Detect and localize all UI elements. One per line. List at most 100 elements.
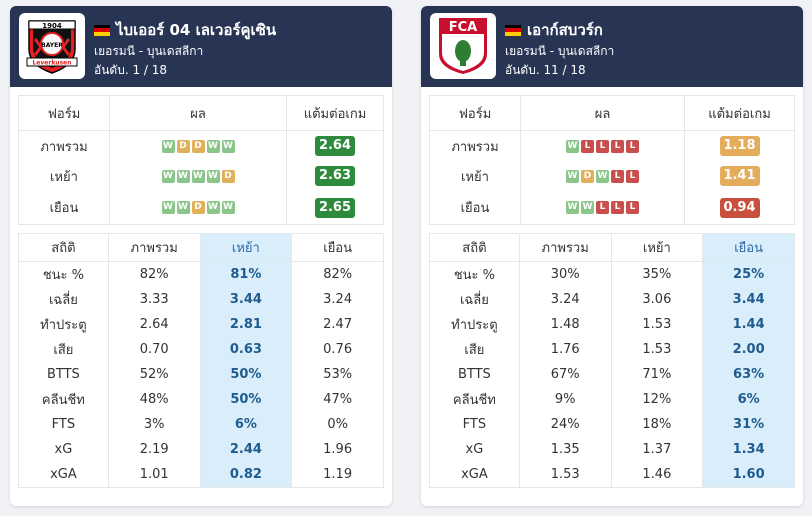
stats-value: 82% xyxy=(107,261,201,287)
stats-value: 1.48 xyxy=(518,312,612,337)
result-pill: D xyxy=(581,169,594,183)
result-pill: D xyxy=(221,169,235,183)
stats-header[interactable]: สถิติ xyxy=(18,233,109,262)
stats-value: 31% xyxy=(702,412,795,437)
stats-value: 24% xyxy=(518,412,612,437)
ppg-cell: 2.64 xyxy=(286,130,384,161)
bayer-leverkusen-logo[interactable]: 1904 BAYER Leverkusen xyxy=(19,13,85,79)
league-rank: อันดับ. 11 / 18 xyxy=(505,63,586,77)
result-pill: L xyxy=(596,201,609,214)
result-pill: W xyxy=(176,169,190,183)
stats-value: 0.70 xyxy=(107,337,201,362)
stats-row: เสีย 1.76 1.53 2.00 xyxy=(429,337,795,362)
stats-row: xGA 1.53 1.46 1.60 xyxy=(429,462,795,488)
svg-text:FCA: FCA xyxy=(449,20,477,35)
stats-header[interactable]: เหย้า xyxy=(199,233,293,262)
stats-value: 1.37 xyxy=(610,437,704,462)
result-pill: L xyxy=(611,201,624,214)
stats-value: 1.35 xyxy=(518,437,612,462)
stats-value: 0.82 xyxy=(199,462,293,488)
stats-row-label: FTS xyxy=(18,412,109,437)
stats-value: 63% xyxy=(702,362,795,387)
stats-row-label: ทำประตู xyxy=(429,312,520,337)
result-pill: L xyxy=(596,139,609,153)
stats-value: 2.47 xyxy=(291,312,384,337)
germany-flag-icon xyxy=(505,24,521,36)
form-row-label: เหย้า xyxy=(429,161,521,191)
stats-row: ชนะ % 30% 35% 25% xyxy=(429,261,795,287)
result-header: ผล xyxy=(109,95,287,131)
stats-row-label: เสีย xyxy=(429,337,520,362)
stats-value: 25% xyxy=(702,261,795,287)
stats-value: 3.44 xyxy=(199,287,293,312)
stats-value: 67% xyxy=(518,362,612,387)
stats-value: 50% xyxy=(199,387,293,412)
result-pill: W xyxy=(566,169,579,183)
ppg-badge: 2.65 xyxy=(315,197,355,218)
stats-header[interactable]: ภาพรวม xyxy=(107,233,201,262)
result-pill: D xyxy=(176,139,190,153)
stats-row-label: ทำประตู xyxy=(18,312,109,337)
stats-row: คลีนชีท 48% 50% 47% xyxy=(18,387,384,412)
stats-value: 1.53 xyxy=(518,462,612,488)
league-name[interactable]: เยอรมนี - บุนเดสลีกา xyxy=(505,44,615,58)
stats-value: 0% xyxy=(291,412,384,437)
ppg-cell: 1.41 xyxy=(684,161,795,191)
team-header: 1904 BAYER Leverkusen ไบเออร์ 04 เลเวอร์… xyxy=(10,6,392,87)
stats-row-label: xGA xyxy=(18,462,109,488)
augsburg-logo[interactable]: FCA xyxy=(430,13,496,79)
stats-row: เสีย 0.70 0.63 0.76 xyxy=(18,337,384,362)
stats-row-label: BTTS xyxy=(18,362,109,387)
stats-row-label: BTTS xyxy=(429,362,520,387)
stats-value: 1.46 xyxy=(610,462,704,488)
result-pill: W xyxy=(206,201,220,214)
ppg-cell: 2.65 xyxy=(286,191,384,225)
stats-header[interactable]: เยือน xyxy=(702,233,795,262)
stats-value: 48% xyxy=(107,387,201,412)
ppg-header: แต้มต่อเกม xyxy=(286,95,384,131)
stats-row-label: เฉลี่ย xyxy=(429,287,520,312)
team-title-line: เอาก์สบวร์ก xyxy=(505,18,603,42)
stats-header[interactable]: ภาพรวม xyxy=(518,233,612,262)
stats-row: FTS 3% 6% 0% xyxy=(18,412,384,437)
team-name[interactable]: ไบเออร์ 04 เลเวอร์คูเซิน xyxy=(116,21,277,39)
stats-value: 3.44 xyxy=(702,287,795,312)
stats-value: 35% xyxy=(610,261,704,287)
stats-value: 18% xyxy=(610,412,704,437)
result-pill: W xyxy=(191,169,205,183)
form-header: ฟอร์ม xyxy=(429,95,521,131)
stats-header[interactable]: เยือน xyxy=(291,233,384,262)
result-pill: W xyxy=(176,201,190,214)
stats-value: 1.19 xyxy=(291,462,384,488)
result-pill: W xyxy=(206,139,220,153)
stats-value: 81% xyxy=(199,261,293,287)
stats-value: 53% xyxy=(291,362,384,387)
team-name[interactable]: เอาก์สบวร์ก xyxy=(527,21,603,39)
league-rank: อันดับ. 1 / 18 xyxy=(94,63,168,77)
stats-value: 2.44 xyxy=(199,437,293,462)
stats-header[interactable]: สถิติ xyxy=(429,233,520,262)
result-pill: W xyxy=(161,201,175,214)
stats-row-label: xGA xyxy=(429,462,520,488)
league-name[interactable]: เยอรมนี - บุนเดสลีกา xyxy=(94,44,204,58)
result-pill: W xyxy=(581,201,594,214)
stats-row: xGA 1.01 0.82 1.19 xyxy=(18,462,384,488)
result-pill: W xyxy=(566,139,579,153)
ppg-badge: 1.41 xyxy=(719,166,760,186)
result-pill: W xyxy=(161,169,175,183)
stats-value: 0.76 xyxy=(291,337,384,362)
stats-row-label: xG xyxy=(18,437,109,462)
stats-value: 1.53 xyxy=(610,337,704,362)
ppg-badge: 1.18 xyxy=(719,136,760,156)
stats-row-label: คลีนชีท xyxy=(429,387,520,412)
stats-row: xG 1.35 1.37 1.34 xyxy=(429,437,795,462)
stats-value: 52% xyxy=(107,362,201,387)
result-pill: W xyxy=(161,139,175,153)
stats-header[interactable]: เหย้า xyxy=(610,233,704,262)
result-pill: L xyxy=(626,139,639,153)
